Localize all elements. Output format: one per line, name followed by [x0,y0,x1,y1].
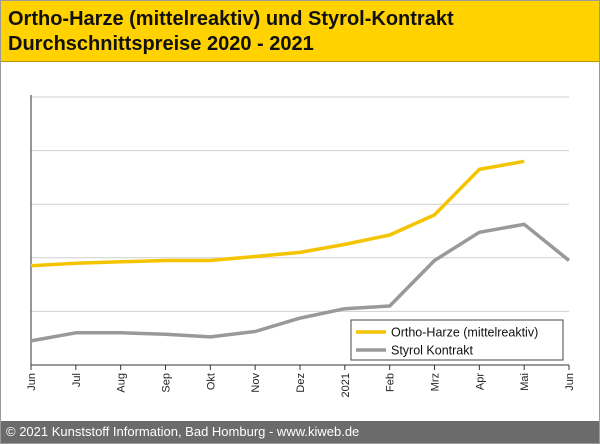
x-tick-label-2: Aug [116,373,128,393]
chart-area: Jun Jul Aug Sep Okt Nov Dez 2021 Feb Mrz Apr Mai Jun… [1,63,599,419]
x-tick-label-11: Mai [519,373,531,391]
chart-title-line2: Durchschnittspreise 2020 - 2021 [8,33,314,55]
footer-bar: © 2021 Kunststoff Information, Bad Hombu… [1,421,599,443]
line-chart: Jun Jul Aug Sep Okt Nov Dez 2021 Feb Mrz Apr Mai Jun… [26,95,576,397]
series-line-0 [30,159,525,268]
x-tick-label-10: Apr [474,373,486,390]
x-tick-label-7: 2021 [340,373,352,397]
x-tick-label-3: Sep [161,373,173,393]
x-tick-label-0: Jun [26,373,38,391]
x-tick-label-6: Dez [295,373,307,393]
legend-label-1: Styrol Kontrakt [391,344,474,358]
x-tick-label-1: Jul [71,373,83,387]
x-tick-label-8: Feb [385,373,397,392]
legend-box [350,319,564,361]
header-bar: Ortho-Harze (mittelreaktiv) und Styrol-K… [1,1,599,62]
legend-label-0: Ortho-Harze (mittelreaktiv) [391,326,538,340]
series-line-1 [30,222,571,343]
x-tick-label-12: Jun [564,373,576,391]
x-tick-label-5: Nov [250,373,262,393]
chart-title-line1: Ortho-Harze (mittelreaktiv) und Styrol-K… [8,8,454,30]
x-tick-label-9: Mrz [430,373,442,391]
x-tick-label-4: Okt [205,373,217,390]
